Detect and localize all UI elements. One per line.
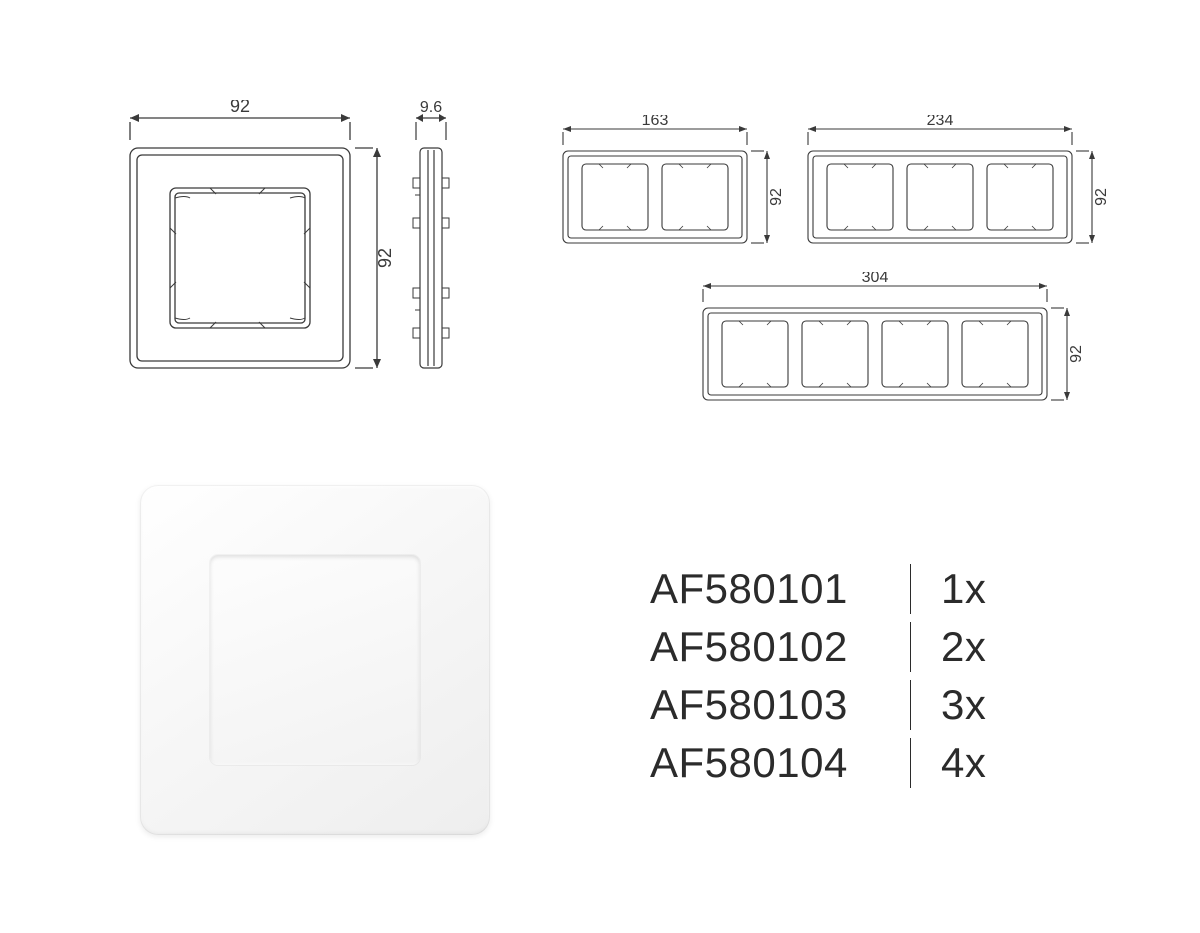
dim-frame3-width: 234 [927, 115, 954, 129]
product-row: AF580103 3x [650, 676, 1011, 734]
dim-frame3-height: 92 [1093, 188, 1110, 206]
product-qty: 2x [941, 618, 1011, 676]
product-code: AF580102 [650, 618, 880, 676]
separator [910, 680, 911, 730]
dim-single-depth: 9.6 [420, 100, 442, 116]
dim-frame4-height: 92 [1068, 345, 1085, 363]
product-code: AF580103 [650, 676, 880, 734]
separator [910, 622, 911, 672]
product-row: AF580102 2x [650, 618, 1011, 676]
product-row: AF580101 1x [650, 560, 1011, 618]
dim-single-height: 92 [375, 248, 395, 268]
diagram-single-front: 92 92 [115, 100, 395, 400]
diagram-frame-2: 163 92 [555, 115, 795, 265]
dim-frame4-width: 304 [862, 272, 889, 286]
diagram-single-side: 9.6 [398, 100, 478, 400]
product-qty: 4x [941, 734, 1011, 792]
dim-frame2-height: 92 [768, 188, 785, 206]
dim-single-width: 92 [230, 100, 250, 116]
product-code-list: AF580101 1x AF580102 2x AF580103 3x AF58… [650, 560, 1011, 792]
product-qty: 3x [941, 676, 1011, 734]
separator [910, 564, 911, 614]
diagram-frame-4: 304 92 [695, 272, 1135, 422]
product-row: AF580104 4x [650, 734, 1011, 792]
product-qty: 1x [941, 560, 1011, 618]
dim-frame2-width: 163 [642, 115, 669, 129]
product-photo [140, 485, 490, 835]
product-code: AF580104 [650, 734, 880, 792]
separator [910, 738, 911, 788]
diagram-frame-3: 234 92 [800, 115, 1130, 265]
product-code: AF580101 [650, 560, 880, 618]
